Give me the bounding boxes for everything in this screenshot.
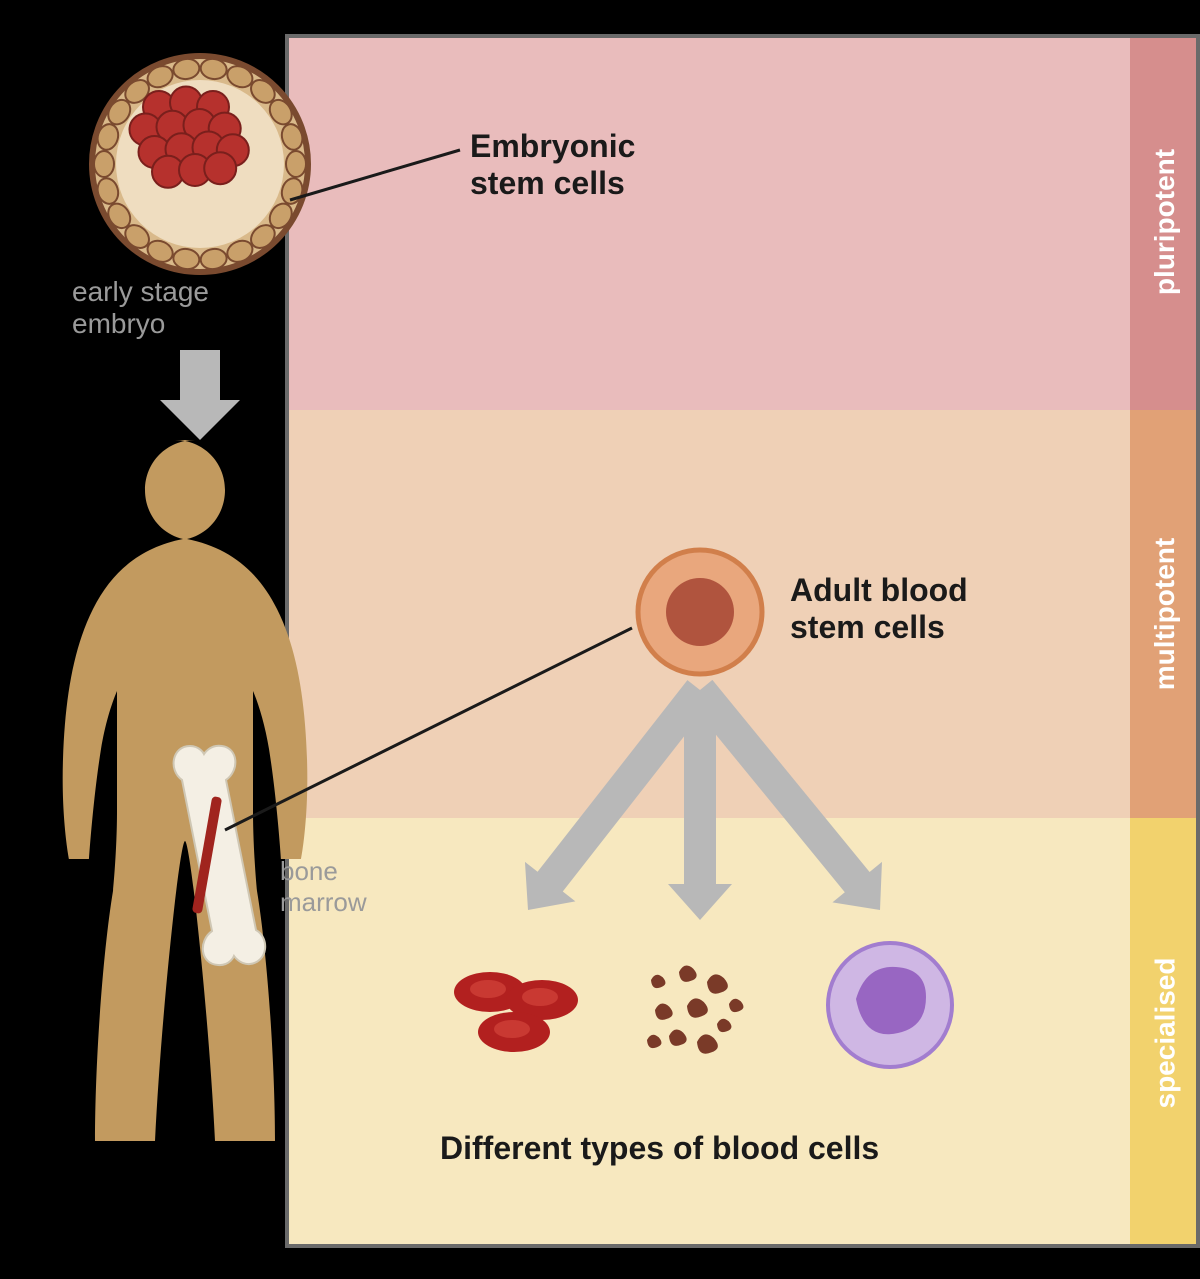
label-embryonic: Embryonic stem cells: [470, 128, 635, 202]
label-bone-marrow-line1: bone: [280, 856, 338, 886]
label-embryonic-line1: Embryonic: [470, 128, 635, 164]
embryo-icon: [92, 56, 308, 272]
label-adult-line2: stem cells: [790, 609, 945, 645]
label-different-blood-cells: Different types of blood cells: [440, 1130, 879, 1167]
adult-stem-cell-icon: [638, 550, 762, 674]
lymphocyte-icon: [828, 943, 952, 1067]
label-early-embryo: early stage embryo: [72, 276, 209, 340]
human-body-icon: [63, 440, 308, 1141]
label-adult-stem: Adult blood stem cells: [790, 572, 968, 646]
label-bone-marrow: bone marrow: [280, 856, 367, 918]
diagram-canvas: pluripotent multipotent specialised Embr…: [0, 0, 1200, 1279]
label-early-embryo-line2: embryo: [72, 308, 165, 339]
label-embryonic-line2: stem cells: [470, 165, 625, 201]
label-adult-line1: Adult blood: [790, 572, 968, 608]
red-blood-cells-icon: [454, 972, 578, 1052]
label-early-embryo-line1: early stage: [72, 276, 209, 307]
label-bone-marrow-line2: marrow: [280, 887, 367, 917]
label-different-text: Different types of blood cells: [440, 1130, 879, 1166]
platelets-icon: [647, 966, 743, 1054]
